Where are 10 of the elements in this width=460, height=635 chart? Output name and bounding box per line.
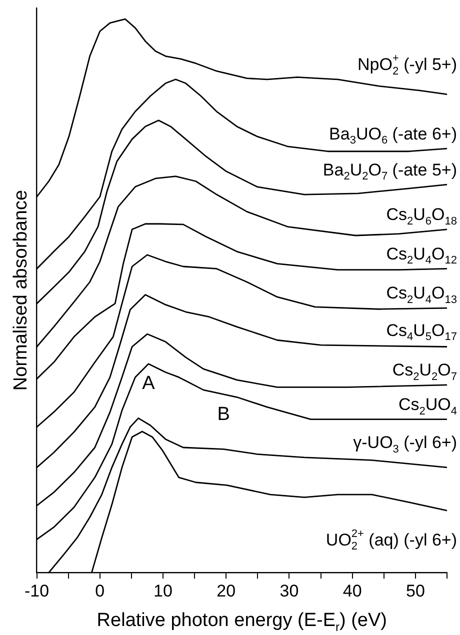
x-tick-label: 40 <box>342 581 362 600</box>
x-tick-label: -10 <box>24 581 50 600</box>
x-tick-label: 30 <box>280 581 299 600</box>
x-tick-label: 20 <box>216 581 236 600</box>
annotation: B <box>217 404 230 426</box>
annotation: A <box>142 373 156 394</box>
x-tick-label: 50 <box>406 581 425 600</box>
x-tick-label: 10 <box>154 581 172 600</box>
x-tick-label: 0 <box>95 581 105 600</box>
y-axis-title: Normalised absorbance <box>10 190 32 391</box>
